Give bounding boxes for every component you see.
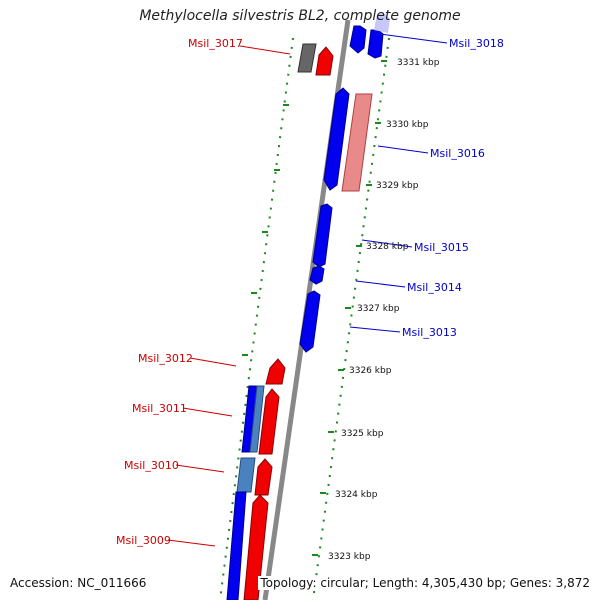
gene-msil-3016-pink	[341, 93, 373, 192]
genome-title: Methylocella silvestris BL2, complete ge…	[139, 8, 461, 24]
gene-msil-3011[interactable]	[258, 388, 280, 455]
gene-msil-3009-blue[interactable]	[226, 491, 247, 600]
kbp-label: 3330 kbp	[386, 120, 429, 130]
gene-msil-3018-c	[374, 14, 390, 33]
kbp-label: 3331 kbp	[397, 58, 440, 68]
gene-msil-3018-a[interactable]	[349, 25, 367, 54]
kbp-label: 3324 kbp	[335, 490, 378, 500]
gene-msil-3013[interactable]	[299, 290, 321, 353]
right-tick-marks	[312, 60, 387, 556]
gene-msil-3017-gray[interactable]	[297, 43, 317, 73]
gene-msil-3009[interactable]	[243, 494, 269, 600]
kbp-label: 3327 kbp	[357, 304, 400, 314]
gene-msil-3010[interactable]	[254, 458, 273, 496]
gene-msil-3010-steel[interactable]	[236, 457, 256, 493]
gene-label[interactable]: Msil_3017	[188, 37, 243, 50]
gene-label[interactable]: Msil_3016	[430, 147, 485, 160]
gene-label[interactable]: Msil_3011	[132, 402, 187, 415]
accession-text: Accession: NC_011666	[8, 576, 149, 590]
gene-label[interactable]: Msil_3018	[449, 37, 504, 50]
kbp-label: 3326 kbp	[349, 366, 392, 376]
gene-label[interactable]: Msil_3012	[138, 352, 193, 365]
kbp-label: 3329 kbp	[376, 181, 419, 191]
gene-label[interactable]: Msil_3015	[414, 241, 469, 254]
gene-label[interactable]: Msil_3009	[116, 534, 171, 547]
gene-msil-3017[interactable]	[315, 46, 334, 76]
kbp-label: 3323 kbp	[328, 552, 371, 562]
gene-msil-3012[interactable]	[265, 358, 286, 385]
gene-msil-3016[interactable]	[323, 87, 350, 191]
left-tick-marks	[242, 104, 289, 356]
genome-summary: Topology: circular; Length: 4,305,430 bp…	[258, 576, 592, 590]
kbp-label: 3328 kbp	[366, 242, 409, 252]
gene-label[interactable]: Msil_3014	[407, 281, 462, 294]
gene-msil-3014[interactable]	[309, 265, 325, 285]
gene-label[interactable]: Msil_3013	[402, 326, 457, 339]
kbp-label: 3325 kbp	[341, 429, 384, 439]
label-connectors	[167, 33, 448, 547]
gene-label[interactable]: Msil_3010	[124, 459, 179, 472]
gene-msil-3011-steel	[249, 385, 265, 453]
